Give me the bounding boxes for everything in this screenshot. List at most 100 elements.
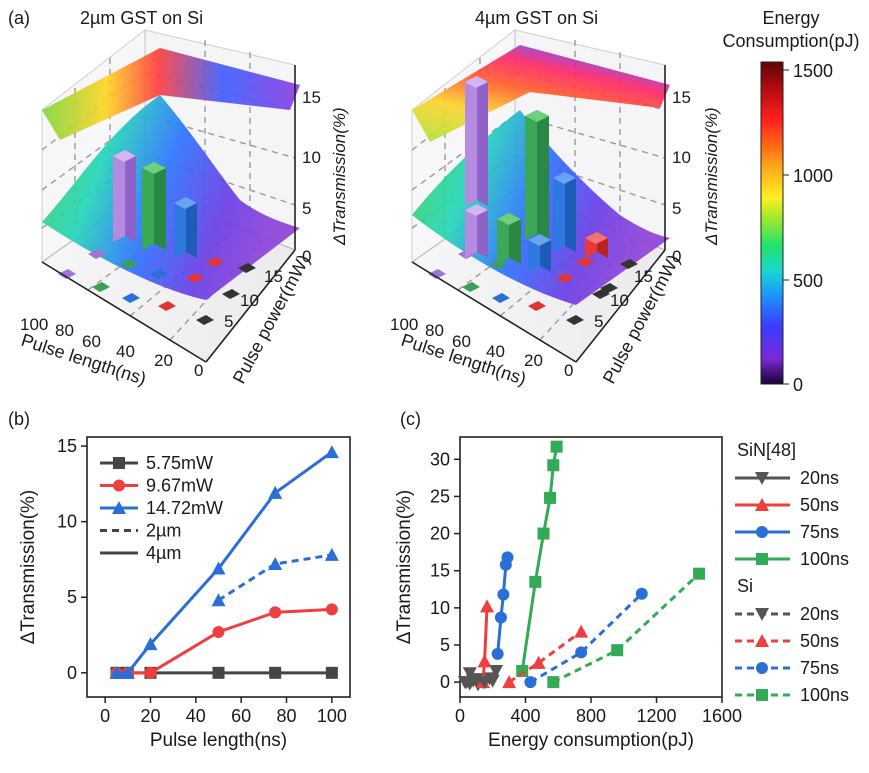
chart-c-data-point — [529, 575, 542, 588]
panel-a-right-ztick: 15 — [672, 88, 691, 107]
panel-a-right-bar-75ns-14mW — [525, 110, 549, 240]
chart-c-legend-marker — [755, 634, 769, 647]
panel-a-left-axes — [41, 65, 296, 363]
chart-b-xlabel: Pulse length(ns) — [150, 730, 287, 751]
chart-c-data-point — [550, 440, 563, 453]
chart-b-data-point — [211, 561, 226, 575]
chart-b-data-point — [212, 666, 225, 679]
panel-a-left-surface — [42, 95, 300, 300]
panel-a-right-zticks: 0 5 10 15 — [672, 88, 691, 266]
chart-c-data-point — [524, 676, 537, 689]
chart-c-legend-marker — [756, 689, 768, 701]
panel-a-right-xtick: 80 — [425, 321, 444, 340]
panel-a-left-ztick: 10 — [302, 148, 321, 167]
chart-b-data-point — [324, 445, 339, 459]
chart-c-data-point — [635, 587, 648, 600]
chart-b-xtick-label: 100 — [317, 706, 347, 726]
chart-c-data-point — [485, 674, 500, 688]
panel-a-right-bars — [465, 76, 608, 272]
chart-b-data-point — [120, 665, 135, 679]
chart-c-ytick-label: 15 — [430, 561, 450, 581]
panel-a-right-axes — [411, 65, 666, 363]
panel-a-left-bars — [113, 150, 197, 258]
panel-a-left-zticks: 0 5 10 15 — [302, 88, 321, 266]
colorbar-tick-label: 1500 — [793, 61, 833, 81]
panel-a-left-floor-markers — [58, 249, 256, 325]
panel-a-right-ytick: 5 — [594, 312, 603, 331]
chart-c-data-point — [531, 655, 546, 669]
chart-c-legend-label: 50ns — [800, 495, 839, 515]
chart-b-data-point — [212, 626, 225, 638]
panel-a-right-zlabel: ΔTransmission(%) — [702, 107, 721, 246]
chart-c-legend-label: 75ns — [800, 522, 839, 542]
chart-c-xtick-label: 1600 — [702, 706, 742, 726]
panel-a-left-xtick: 60 — [82, 332, 101, 351]
panel-a-left-xtick: 80 — [55, 321, 74, 340]
panel-label-b: (b) — [8, 409, 30, 429]
chart-b: 0 20 40 60 80 100 0 5 10 15 Pulse length(ns) ΔTrans… — [18, 436, 351, 751]
chart-b-data-point — [325, 603, 338, 616]
panel-a-left-title: 2µm GST on Si — [80, 8, 203, 28]
chart-c-legend: SiN[48]20ns50ns75ns100nsSi20ns50ns75ns10… — [735, 440, 849, 705]
chart-c-series-line-1 — [481, 606, 489, 683]
panel-a-left-xticks: 100 80 60 40 20 0 — [20, 315, 203, 380]
panel-a-left: 2µm GST on Si — [19, 8, 349, 389]
chart-c-legend-label: 100ns — [800, 549, 849, 569]
chart-c-series-line-2 — [496, 557, 509, 655]
panel-a-left-xtick: 0 — [194, 361, 203, 380]
chart-c-series-line-3 — [520, 446, 559, 672]
chart-b-legend-label: 4µm — [146, 543, 181, 563]
chart-c-data-point — [494, 611, 507, 624]
chart-c-xtick-label: 1200 — [636, 706, 676, 726]
panel-a-right-bar-100ns-9mW — [465, 204, 488, 258]
panel-a-right-yticks: 5 10 15 — [594, 267, 653, 331]
chart-c-xlabel: Energy consumption(pJ) — [488, 730, 694, 751]
panel-a-left-xtick: 100 — [20, 315, 48, 334]
chart-b-xtick-label: 60 — [231, 706, 251, 726]
panel-a-right-ztick: 0 — [672, 247, 681, 266]
chart-b-xtick-label: 20 — [140, 706, 160, 726]
colorbar-title-line1: Energy — [762, 8, 819, 28]
chart-c-data-point — [491, 647, 504, 660]
chart-b-data-point — [268, 556, 283, 570]
panel-a-left-ztick: 15 — [302, 88, 321, 107]
chart-c-data-point — [489, 665, 504, 678]
panel-a-left-yticks: 5 10 15 — [224, 267, 283, 331]
colorbar-tick-label: 500 — [793, 271, 823, 291]
chart-c-data-point — [477, 654, 492, 668]
colorbar-ticks — [783, 69, 789, 385]
chart-c-legend-label: 75ns — [800, 658, 839, 678]
chart-c-legend-label: 100ns — [800, 685, 849, 705]
panel-a-right-bar-20ns-14mW — [585, 232, 608, 258]
chart-c-legend-marker — [756, 662, 768, 674]
chart-c-ytick-label: 5 — [440, 635, 450, 655]
chart-b-legend-label: 2µm — [146, 521, 181, 541]
panel-a-left-zlabel: ΔTransmission(%) — [330, 107, 349, 246]
panel-a-right-bar-100ns-14mW — [465, 76, 488, 206]
chart-b-ytick-label: 5 — [67, 587, 77, 607]
chart-c-ylabel: ΔTransmission(%) — [394, 490, 415, 645]
chart-c-data-point — [611, 644, 624, 657]
chart-b-data-point — [144, 666, 157, 679]
chart-b-data-point — [109, 665, 124, 679]
chart-b-legend-label: 5.75mW — [146, 453, 213, 473]
chart-c-data-point — [537, 527, 550, 540]
chart-c-data-point — [544, 491, 557, 504]
chart-c-legend-label: 20ns — [800, 604, 839, 624]
panel-a-left-ytick: 15 — [264, 267, 283, 286]
chart-c-data-point — [547, 676, 560, 689]
chart-c-data-point — [480, 599, 495, 613]
chart-b-data-point — [324, 547, 339, 561]
chart-c-legend-marker — [756, 553, 768, 565]
chart-c-legend-marker — [755, 472, 769, 485]
chart-b-data-point — [325, 666, 338, 679]
colorbar-gradient — [760, 61, 784, 385]
panel-a-right-xtick: 40 — [486, 342, 505, 361]
chart-c-data-point — [574, 624, 589, 638]
chart-c-xtick-label: 800 — [576, 706, 606, 726]
panel-a-left-xtick: 40 — [116, 342, 135, 361]
panel-a-right-ytick: 10 — [610, 291, 629, 310]
chart-b-legend-label: 9.67mW — [146, 476, 213, 496]
